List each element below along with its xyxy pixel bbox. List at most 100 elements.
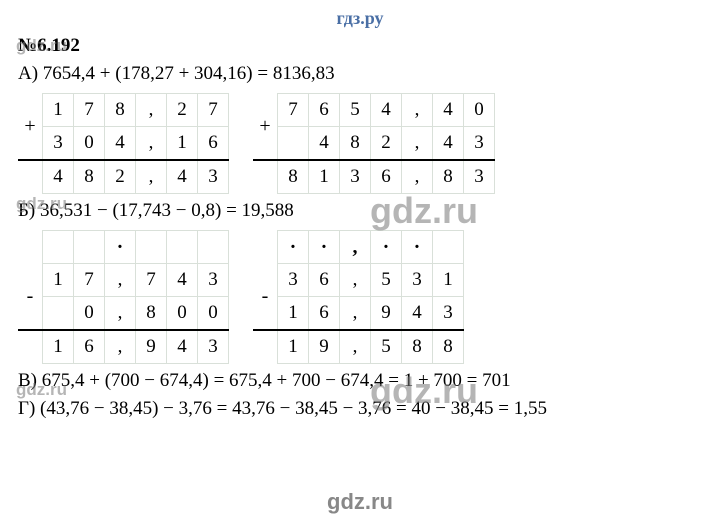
cell: 8 [136, 297, 167, 331]
op-cell: - [18, 264, 43, 331]
cell: , [136, 160, 167, 194]
cell: 4 [43, 160, 74, 194]
cell: 3 [198, 330, 229, 364]
cell: 2 [105, 160, 136, 194]
cell: 3 [340, 160, 371, 194]
cell: , [105, 330, 136, 364]
calc-table-a1: + 1 7 8 , 2 7 3 0 4 , 1 6 4 8 2 , [18, 93, 229, 194]
dot-cell: , [340, 231, 371, 264]
cell: 6 [309, 297, 340, 331]
cell: 0 [74, 127, 105, 161]
cell: 0 [198, 297, 229, 331]
cell: 3 [278, 264, 309, 297]
cell: 8 [433, 160, 464, 194]
cell: 4 [402, 297, 433, 331]
cell: 3 [43, 127, 74, 161]
content-area: №6.192 А) 7654,4 + (178,27 + 304,16) = 8… [0, 35, 720, 420]
op-blank [253, 160, 278, 194]
item-g-line: Г) (43,76 − 38,45) − 3,76 = 43,76 − 38,4… [18, 398, 702, 420]
cell [43, 297, 74, 331]
cell: 4 [167, 160, 198, 194]
cell: 7 [136, 264, 167, 297]
cell: 4 [309, 127, 340, 161]
cell: 3 [464, 160, 495, 194]
cell: 4 [433, 94, 464, 127]
cell: , [136, 94, 167, 127]
cell: 6 [309, 264, 340, 297]
cell: 7 [198, 94, 229, 127]
problem-number: №6.192 [18, 35, 702, 57]
item-b-line: Б) 36,531 − (17,743 − 0,8) = 19,588 [18, 200, 702, 222]
cell: 0 [167, 297, 198, 331]
calc-table-b2: · · , · · - 3 6 , 5 3 1 1 6 , 9 4 [253, 230, 464, 364]
cell: 8 [278, 160, 309, 194]
dot-cell [136, 231, 167, 264]
dot-cell: · [371, 231, 402, 264]
cell: 6 [309, 94, 340, 127]
cell: 3 [433, 297, 464, 331]
calc-table-a2: + 7 6 5 4 , 4 0 4 8 2 , 4 3 8 1 [253, 93, 495, 194]
cell: 6 [198, 127, 229, 161]
cell: 5 [371, 330, 402, 364]
footer-watermark: gdz.ru [0, 489, 720, 515]
cell: , [340, 264, 371, 297]
cell: 5 [340, 94, 371, 127]
cell: 6 [371, 160, 402, 194]
dot-cell: · [105, 231, 136, 264]
cell: 2 [371, 127, 402, 161]
item-a-line: А) 7654,4 + (178,27 + 304,16) = 8136,83 [18, 63, 702, 85]
tables-row-b: · - 1 7 , 7 4 3 0 , 8 0 0 [18, 230, 702, 364]
cell: 4 [433, 127, 464, 161]
op-cell: - [253, 264, 278, 331]
cell: 1 [433, 264, 464, 297]
cell: 4 [105, 127, 136, 161]
dot-cell [433, 231, 464, 264]
dot-cell [74, 231, 105, 264]
cell: 8 [402, 330, 433, 364]
cell: , [105, 297, 136, 331]
cell: 1 [43, 264, 74, 297]
cell: 4 [371, 94, 402, 127]
cell: 3 [198, 160, 229, 194]
item-v-line: В) 675,4 + (700 − 674,4) = 675,4 + 700 −… [18, 370, 702, 392]
cell: 8 [105, 94, 136, 127]
cell: , [402, 127, 433, 161]
dot-cell: · [402, 231, 433, 264]
cell: , [402, 160, 433, 194]
cell: , [340, 297, 371, 331]
cell: 9 [371, 297, 402, 331]
cell: 9 [309, 330, 340, 364]
dot-cell: · [309, 231, 340, 264]
cell: , [340, 330, 371, 364]
cell: 5 [371, 264, 402, 297]
op-blank [18, 231, 43, 264]
op-cell: + [253, 94, 278, 161]
tables-row-a: + 1 7 8 , 2 7 3 0 4 , 1 6 4 8 2 , [18, 93, 702, 194]
op-cell: + [18, 94, 43, 161]
cell: , [136, 127, 167, 161]
cell: 1 [43, 330, 74, 364]
op-blank [253, 231, 278, 264]
op-blank [253, 330, 278, 364]
cell: 1 [309, 160, 340, 194]
cell: 6 [74, 330, 105, 364]
cell: 3 [402, 264, 433, 297]
dot-cell [198, 231, 229, 264]
cell [278, 127, 309, 161]
cell: 1 [278, 297, 309, 331]
cell: , [105, 264, 136, 297]
calc-table-b1: · - 1 7 , 7 4 3 0 , 8 0 0 [18, 230, 229, 364]
cell: 1 [278, 330, 309, 364]
cell: 8 [433, 330, 464, 364]
cell: 8 [340, 127, 371, 161]
op-blank [18, 160, 43, 194]
cell: 3 [198, 264, 229, 297]
cell: 7 [74, 264, 105, 297]
cell: 1 [43, 94, 74, 127]
cell: 7 [278, 94, 309, 127]
cell: 3 [464, 127, 495, 161]
cell: 8 [74, 160, 105, 194]
cell: 7 [74, 94, 105, 127]
cell: 1 [167, 127, 198, 161]
op-blank [18, 330, 43, 364]
